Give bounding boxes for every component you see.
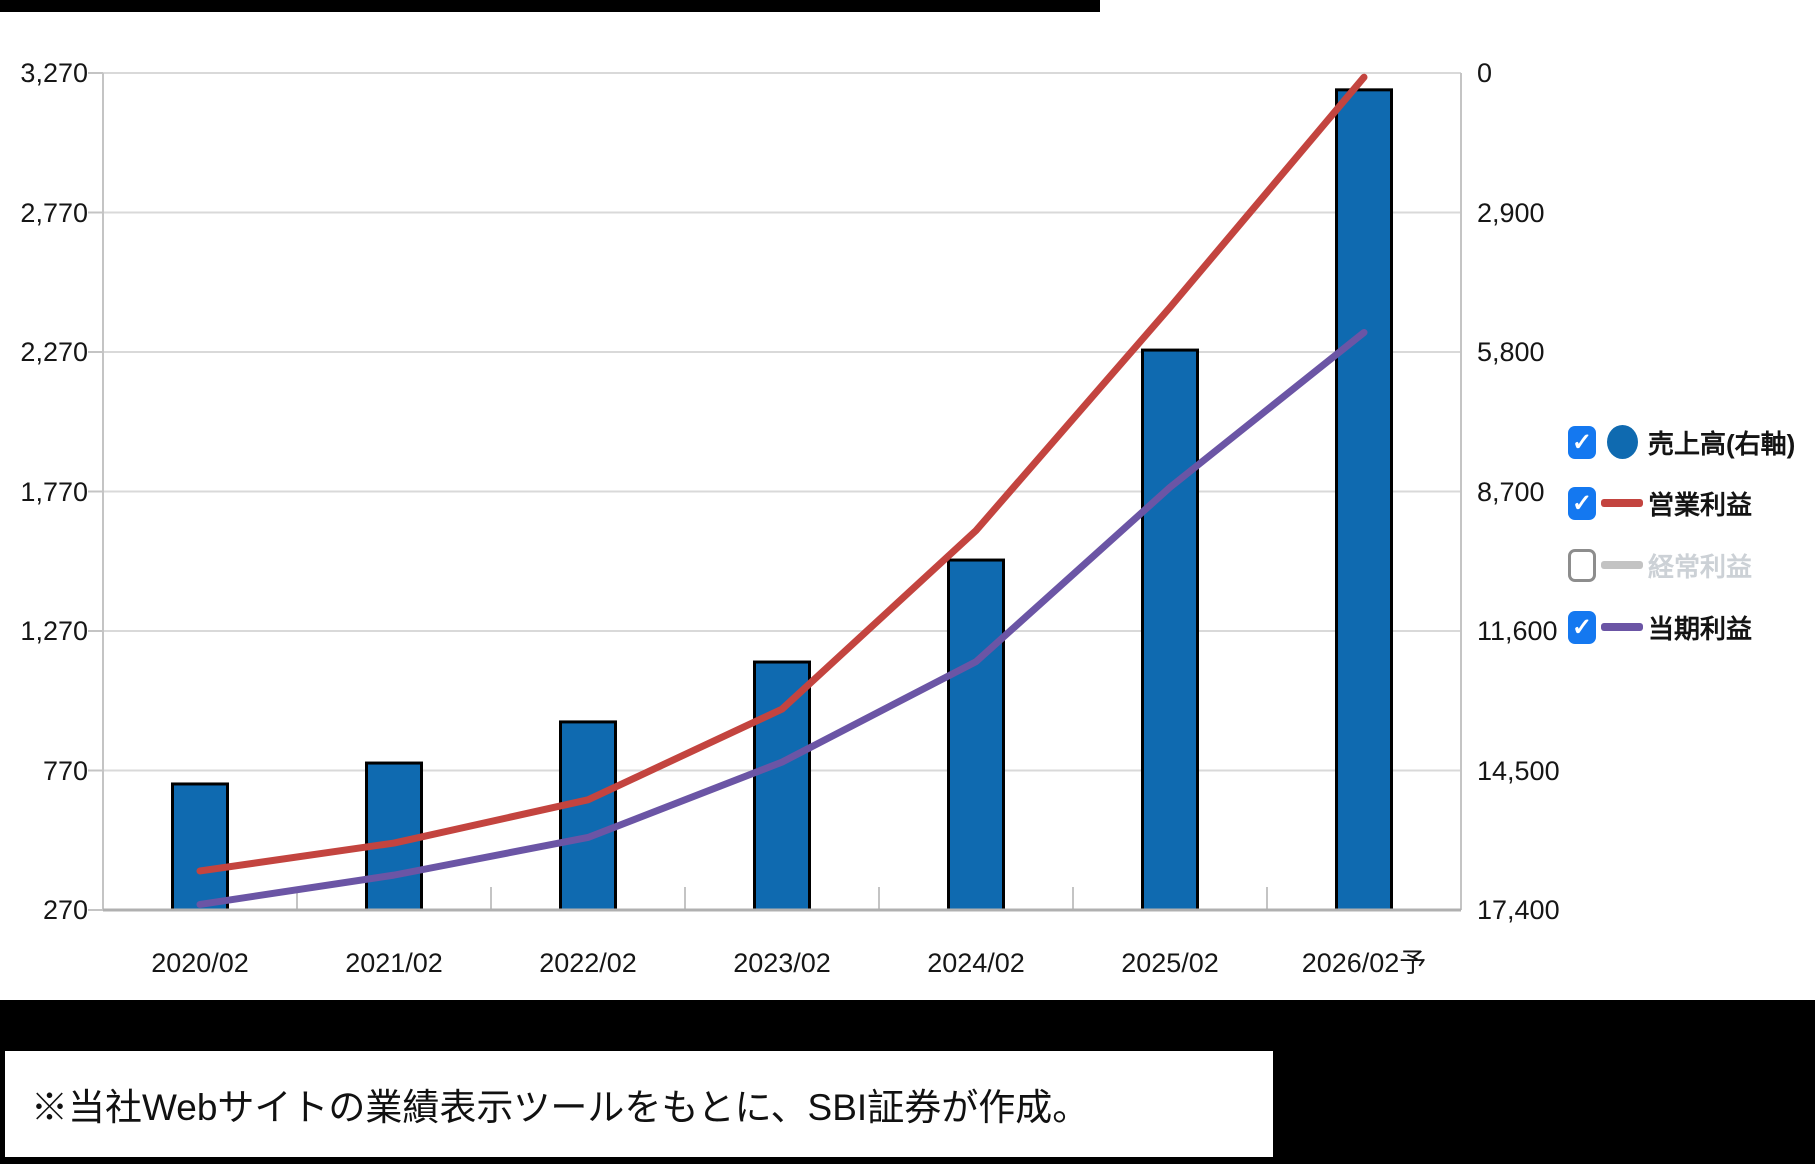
revenue-bar[interactable]: [559, 720, 617, 912]
legend-item-1[interactable]: ✓ 売上高(右軸): [1568, 419, 1795, 465]
legend-label: 経常利益: [1648, 551, 1753, 582]
left-axis-tick-label: 270: [42, 895, 88, 925]
legend-label: 営業利益: [1648, 489, 1753, 520]
legend-item-2[interactable]: ✓ 営業利益: [1568, 480, 1752, 526]
source-note-box: ※当社Webサイトの業績表示ツールをもとに、SBI証券が作成。: [2, 1048, 1276, 1160]
legend-label: 売上高(右軸): [1648, 428, 1796, 459]
legend-label: 当期利益: [1648, 613, 1753, 644]
right-axis-tick-label: 0: [1477, 58, 1493, 88]
line-series[interactable]: [196, 328, 1368, 908]
right-axis-tick-label: 11,600: [1477, 616, 1558, 646]
combo-chart: [88, 72, 1462, 912]
right-axis-tick-label: 5,800: [1477, 337, 1545, 367]
legend-item-3[interactable]: 経常利益: [1568, 542, 1752, 588]
revenue-bar[interactable]: [1335, 88, 1393, 912]
revenue-bar[interactable]: [1141, 348, 1199, 912]
right-axis-tick-label: 2,900: [1477, 197, 1545, 228]
legend-line-marker-icon: [1601, 561, 1643, 569]
x-axis-category-label: 2023/02: [733, 948, 831, 978]
left-axis-tick-label: 2,770: [20, 197, 88, 228]
legend-checkbox[interactable]: ✓: [1568, 425, 1596, 459]
x-axis-category-label: 2020/02: [151, 948, 249, 978]
legend-checkbox[interactable]: [1568, 548, 1596, 582]
x-axis-category-label: 2024/02: [927, 948, 1025, 978]
legend-circle-marker-icon: [1606, 425, 1638, 459]
legend-checkbox[interactable]: ✓: [1568, 610, 1596, 644]
x-axis-category-label: 2022/02: [539, 948, 637, 978]
legend-line-marker-icon: [1601, 623, 1643, 631]
line-series[interactable]: [196, 73, 1368, 875]
top-border-bar: [0, 0, 1100, 12]
x-axis-category-label: 2021/02: [345, 948, 443, 978]
x-axis-category-label: 2026/02予: [1301, 948, 1427, 978]
revenue-bar[interactable]: [947, 558, 1005, 912]
source-note-text: ※当社Webサイトの業績表示ツールをもとに、SBI証券が作成。: [31, 1087, 1090, 1128]
legend-item-4[interactable]: ✓ 当期利益: [1568, 604, 1752, 650]
left-axis-tick-label: 770: [42, 755, 88, 786]
left-axis-tick-label: 2,270: [20, 337, 88, 367]
legend-line-marker-icon: [1601, 499, 1643, 507]
right-axis-tick-label: 17,400: [1477, 895, 1560, 925]
chart-panel: [0, 0, 1815, 1000]
left-axis-tick-label: 3,270: [20, 58, 88, 88]
legend-checkbox[interactable]: ✓: [1568, 486, 1596, 520]
x-axis-category-label: 2025/02: [1121, 948, 1219, 978]
revenue-bar[interactable]: [171, 782, 229, 912]
left-axis-tick-label: 1,770: [20, 476, 88, 507]
right-axis-tick-label: 8,700: [1477, 476, 1545, 507]
left-axis-tick-label: 1,270: [20, 616, 88, 646]
right-axis-tick-label: 14,500: [1477, 755, 1560, 786]
revenue-bar[interactable]: [753, 660, 811, 912]
